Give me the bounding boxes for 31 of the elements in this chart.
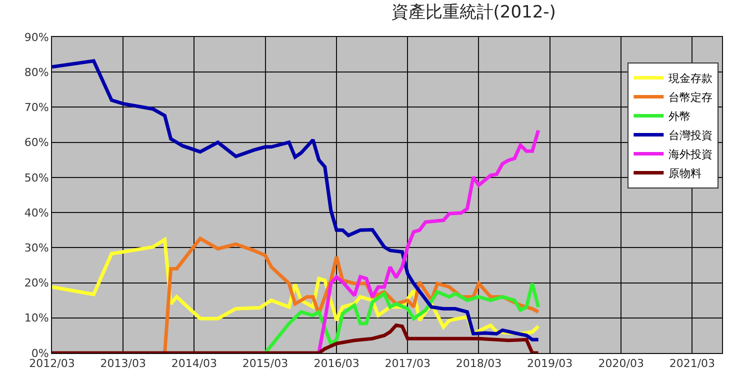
y-tick-label: 90% xyxy=(24,30,49,44)
x-tick-label: 2020/03 xyxy=(598,357,644,370)
y-tick-label: 70% xyxy=(24,101,49,114)
line-series xyxy=(52,59,540,342)
x-tick-label: 2017/03 xyxy=(384,357,430,370)
y-tick-label: 50% xyxy=(24,171,49,184)
y-tick-label: 10% xyxy=(24,312,49,325)
x-tick-label: 2021/03 xyxy=(669,357,716,370)
y-tick-label: 60% xyxy=(24,136,49,150)
line-series xyxy=(317,128,540,353)
legend-label: 台幣定存 xyxy=(668,91,713,104)
x-tick-label: 2013/03 xyxy=(100,357,146,370)
x-tick-label: 2014/03 xyxy=(171,357,218,370)
y-tick-label: 0% xyxy=(31,346,49,360)
x-tick-label: 2015/03 xyxy=(242,357,288,370)
line-series xyxy=(264,282,540,353)
legend-label: 外幣 xyxy=(668,110,691,124)
legend-label: 原物料 xyxy=(668,167,702,180)
y-tick-label: 40% xyxy=(24,206,49,220)
x-tick-label: 2019/03 xyxy=(526,357,573,370)
legend-label: 海外投資 xyxy=(668,148,713,162)
line-series xyxy=(52,324,540,353)
x-tick-label: 2018/03 xyxy=(456,357,502,370)
y-tick-label: 30% xyxy=(24,242,49,255)
x-tick-label: 2016/03 xyxy=(314,357,360,370)
y-tick-label: 80% xyxy=(24,66,49,79)
legend-label: 現金存款 xyxy=(668,72,713,86)
x-tick-label: 2012/03 xyxy=(29,357,75,370)
chart-title: 資產比重統計(2012-) xyxy=(391,2,556,23)
legend-label: 台灣投資 xyxy=(668,129,713,142)
y-tick-label: 20% xyxy=(24,276,49,290)
